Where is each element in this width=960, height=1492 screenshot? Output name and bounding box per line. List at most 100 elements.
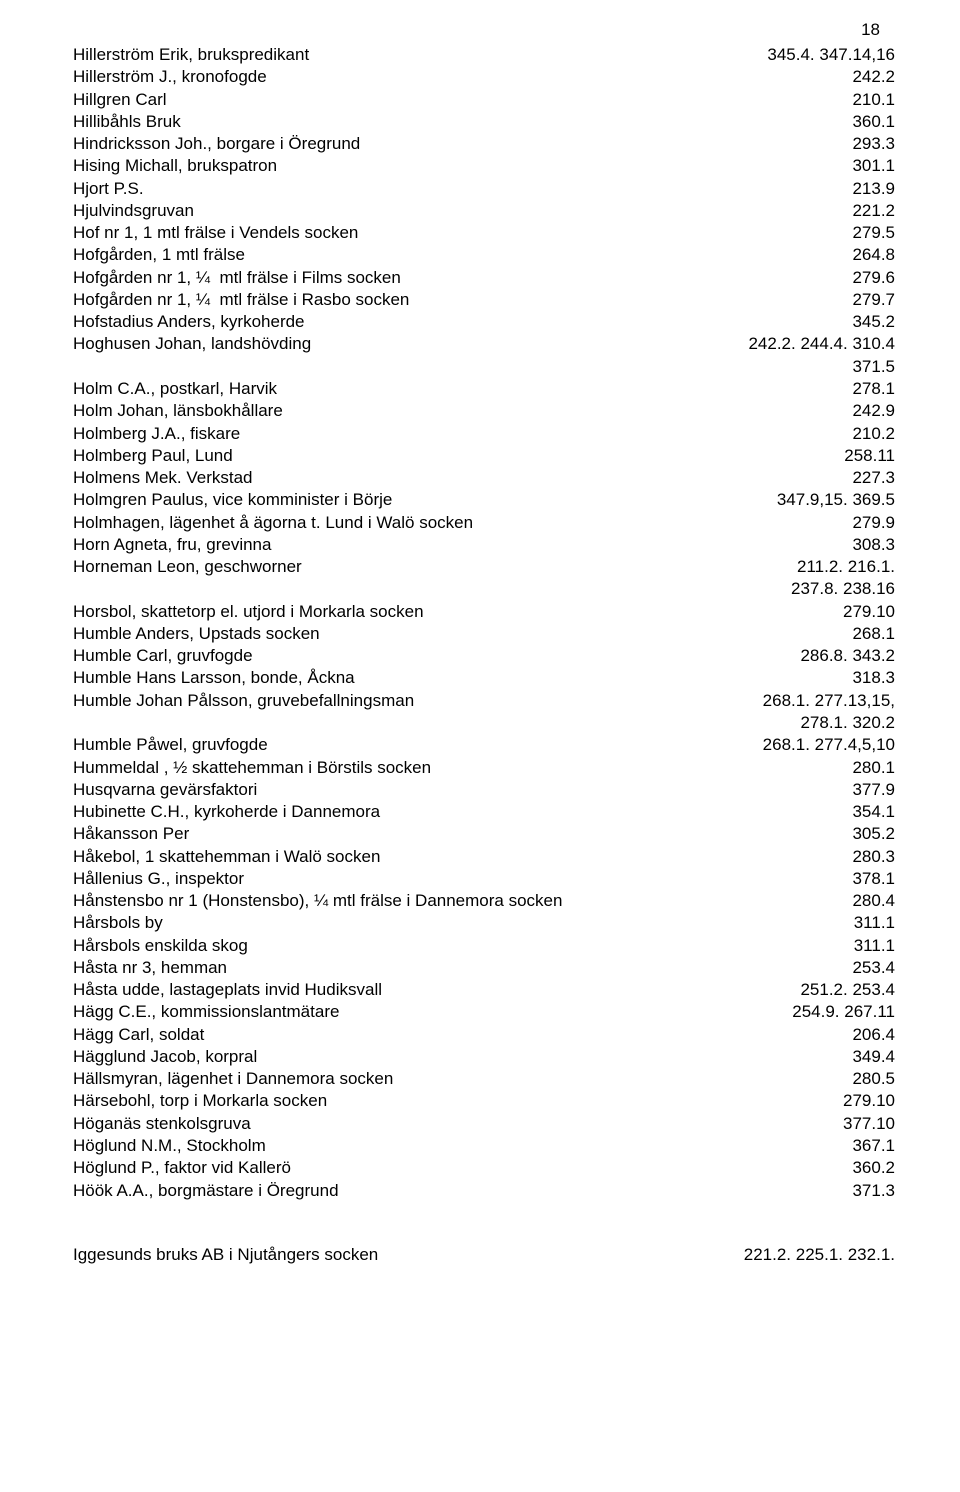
index-row-continuation: 237.8. 238.16 [73,578,895,600]
index-row: Hoghusen Johan, landshövding242.2. 244.4… [73,333,895,355]
entry-name: Holmgren Paulus, vice komminister i Börj… [73,489,392,511]
entry-name: Höglund P., faktor vid Kallerö [73,1157,291,1179]
entry-name: Hillgren Carl [73,89,167,111]
entry-ref: 278.1 [852,378,895,400]
entry-name: Håsta nr 3, hemman [73,957,227,979]
entry-name: Höganäs stenkolsgruva [73,1113,251,1135]
entry-ref: 258.11 [844,445,895,467]
index-list: Hillerström Erik, brukspredikant345.4. 3… [73,44,895,1202]
entry-name: Holmens Mek. Verkstad [73,467,253,489]
entry-ref: 377.9 [852,779,895,801]
entry-name: Hillibåhls Bruk [73,111,181,133]
entry-ref: 280.5 [852,1068,895,1090]
entry-name: Hofgården nr 1, ¼ mtl frälse i Films soc… [73,267,401,289]
entry-name: Hillerström J., kronofogde [73,66,267,88]
index-row: Humble Anders, Upstads socken 268.1 [73,623,895,645]
entry-name: Hofstadius Anders, kyrkoherde [73,311,305,333]
entry-name: Humble Carl, gruvfogde [73,645,253,667]
index-row: Hällsmyran, lägenhet i Dannemora socken2… [73,1068,895,1090]
entry-ref: 210.2 [852,423,895,445]
entry-name: Horneman Leon, geschworner [73,556,302,578]
entry-ref: 242.9 [852,400,895,422]
index-row: Holmberg Paul, Lund 258.11 [73,445,895,467]
entry-ref: 254.9. 267.11 [788,1001,895,1023]
index-row: Höök A.A., borgmästare i Öregrund 371.3 [73,1180,895,1202]
entry-name: Hubinette C.H., kyrkoherde i Dannemora [73,801,380,823]
entry-name: Härsebohl, torp i Morkarla socken [73,1090,327,1112]
index-row: Hägg Carl, soldat206.4 [73,1024,895,1046]
entry-ref: 279.10 [843,601,895,623]
entry-name: Håkebol, 1 skattehemman i Walö socken [73,846,380,868]
entry-name: Hoghusen Johan, landshövding [73,333,311,355]
entry-ref: 279.5 [852,222,895,244]
entry-ref: 377.10 [843,1113,895,1135]
entry-ref: 221.2 [852,200,895,222]
entry-name: Hårsbols enskilda skog [73,935,248,957]
index-row: Håkebol, 1 skattehemman i Walö socken280… [73,846,895,868]
entry-name: Hållenius G., inspektor [73,868,244,890]
index-row: Humble Carl, gruvfogde 286.8. 343.2 [73,645,895,667]
index-row: Iggesunds bruks AB i Njutångers socken 2… [73,1244,895,1266]
entry-ref: 279.9 [852,512,895,534]
entry-ref: 268.1 [852,623,895,645]
entry-name: Hånstensbo nr 1 (Honstensbo), ¼ mtl fräl… [73,890,562,912]
index-row: Holm Johan, länsbokhållare 242.9 [73,400,895,422]
index-row-continuation: 371.5 [73,356,895,378]
index-row: Hubinette C.H., kyrkoherde i Dannemora 35… [73,801,895,823]
entry-ref: 279.7 [852,289,895,311]
entry-ref: 280.1 [852,757,895,779]
entry-ref: 354.1 [852,801,895,823]
entry-name: Höök A.A., borgmästare i Öregrund [73,1180,339,1202]
entry-ref: 278.1. 320.2 [800,712,895,734]
entry-name: Hillerström Erik, brukspredikant [73,44,309,66]
entry-ref: 371.3 [852,1180,895,1202]
index-row: Hillibåhls Bruk360.1 [73,111,895,133]
entry-name: Hindricksson Joh., borgare i Öregrund [73,133,360,155]
entry-name: Hjulvindsgruvan [73,200,194,222]
entry-name: Höglund N.M., Stockholm [73,1135,266,1157]
index-row: Humble Johan Pålsson, gruvebefallningsma… [73,690,895,712]
index-row: Humble Påwel, gruvfogde268.1. 277.4,5,10 [73,734,895,756]
entry-ref: 286.8. 343.2 [800,645,895,667]
entry-ref: 242.2 [852,66,895,88]
index-row: Holmens Mek. Verkstad227.3 [73,467,895,489]
entry-name: Hägglund Jacob, korpral [73,1046,257,1068]
entry-name: Humble Johan Pålsson, gruvebefallningsma… [73,690,414,712]
index-row: Hillgren Carl210.1 [73,89,895,111]
index-row: Hofgården nr 1, ¼ mtl frälse i Films soc… [73,267,895,289]
entry-name: Humble Hans Larsson, bonde, Åckna [73,667,355,689]
entry-name: Holm Johan, länsbokhållare [73,400,283,422]
entry-name: Håsta udde, lastageplats invid Hudiksval… [73,979,382,1001]
index-row: Höglund P., faktor vid Kallerö360.2 [73,1157,895,1179]
entry-ref: 293.3 [852,133,895,155]
entry-ref: 279.10 [843,1090,895,1112]
index-row: Håkansson Per305.2 [73,823,895,845]
entry-ref: 221.2. 225.1. 232.1. [744,1244,895,1266]
index-row: Hising Michall, brukspatron301.1 [73,155,895,177]
index-row: Horneman Leon, geschworner211.2. 216.1. [73,556,895,578]
entry-name: Hägg Carl, soldat [73,1024,204,1046]
index-row: Håsta nr 3, hemman253.4 [73,957,895,979]
index-row: Hårsbols by311.1 [73,912,895,934]
entry-name: Hof nr 1, 1 mtl frälse i Vendels socken [73,222,358,244]
index-row: Hummeldal , ½ skattehemman i Börstils so… [73,757,895,779]
index-row: Håsta udde, lastageplats invid Hudiksval… [73,979,895,1001]
index-row: Horn Agneta, fru, grevinna308.3 [73,534,895,556]
index-row: Hjulvindsgruvan 221.2 [73,200,895,222]
index-row: Horsbol, skattetorp el. utjord i Morkarl… [73,601,895,623]
entry-name: Humble Anders, Upstads socken [73,623,320,645]
index-row: Hofgården, 1 mtl frälse264.8 [73,244,895,266]
entry-name: Hjort P.S. [73,178,144,200]
entry-name: Hofgården nr 1, ¼ mtl frälse i Rasbo soc… [73,289,409,311]
index-row-continuation: 278.1. 320.2 [73,712,895,734]
index-row: Hårsbols enskilda skog311.1 [73,935,895,957]
entry-ref: 371.5 [852,356,895,378]
entry-name: Hägg C.E., kommissionslantmätare [73,1001,339,1023]
entry-name: Holm C.A., postkarl, Harvik [73,378,277,400]
index-row: Holmhagen, lägenhet å ägorna t. Lund i W… [73,512,895,534]
index-row: Husqvarna gevärsfaktori 377.9 [73,779,895,801]
entry-name: Holmberg J.A., fiskare [73,423,240,445]
entry-name: Husqvarna gevärsfaktori [73,779,257,801]
entry-name: Holmberg Paul, Lund [73,445,233,467]
entry-name: Håkansson Per [73,823,189,845]
